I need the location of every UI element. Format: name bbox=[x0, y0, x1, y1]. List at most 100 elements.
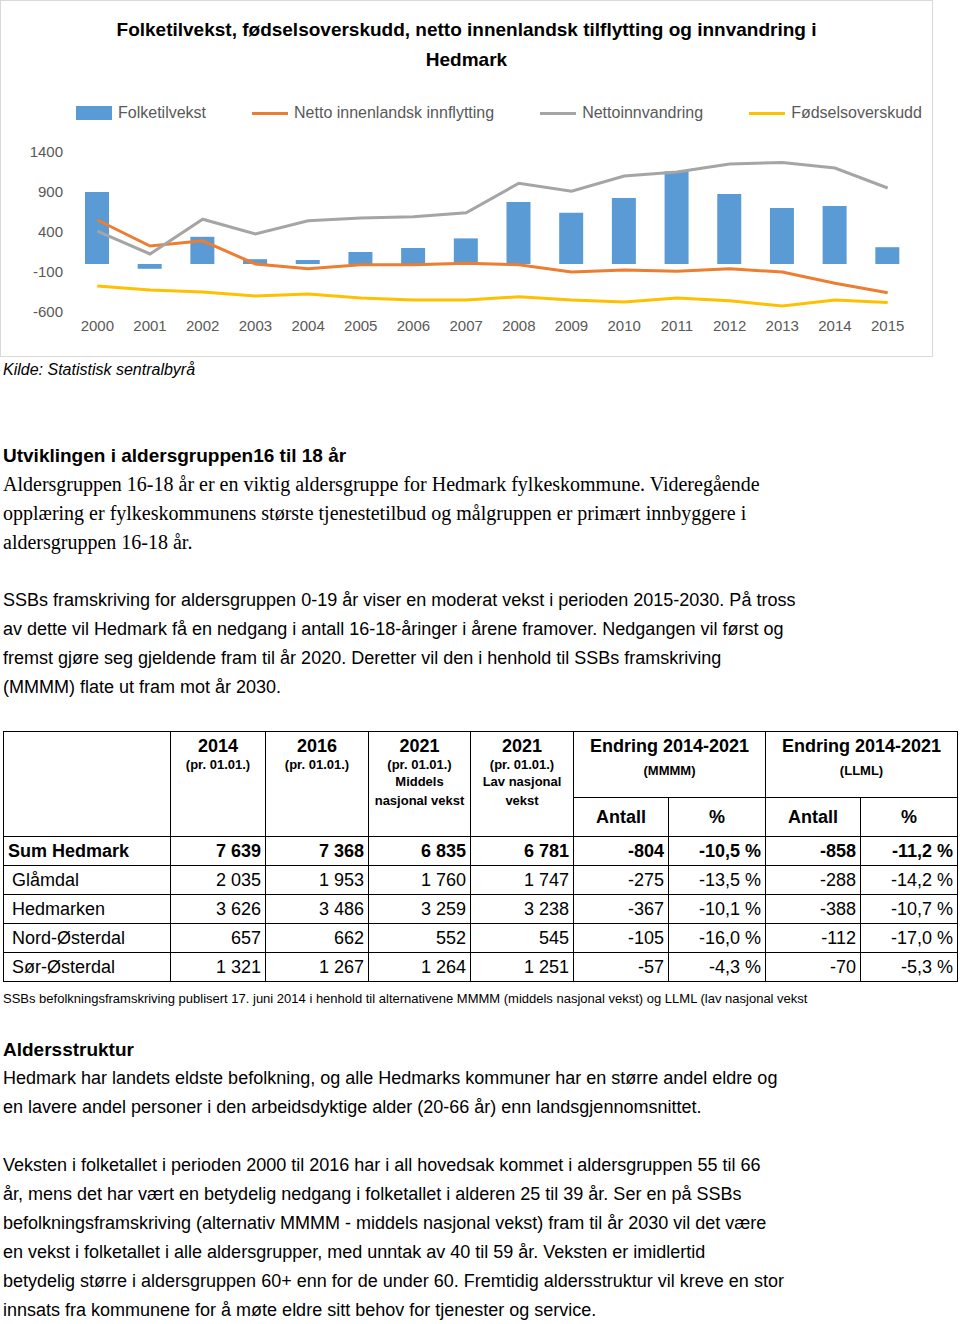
html-text:-112: -112 bbox=[821, 927, 856, 948]
html-text:3 486: 3 486 bbox=[319, 898, 364, 919]
html-text:1 760: 1 760 bbox=[421, 869, 466, 890]
html-text:Aldersgruppen 16-18 år er en v: Aldersgruppen 16-18 år er en viktig alde… bbox=[3, 473, 760, 495]
html-text:-275: -275 bbox=[628, 869, 664, 890]
svg-text:2005: 2005 bbox=[344, 317, 377, 334]
html-text:aldersgruppen 16-18 år.: aldersgruppen 16-18 år. bbox=[3, 531, 193, 553]
html-text:en lavere andel personer i den: en lavere andel personer i den arbeidsdy… bbox=[3, 1097, 702, 1117]
html-text:Folketilvekst, fødselsoverskud: Folketilvekst, fødselsoverskudd, netto i… bbox=[116, 19, 817, 70]
svg-text:2007: 2007 bbox=[449, 317, 482, 334]
html-text:Middels nasjonal vekst: Middels nasjonal vekst bbox=[374, 774, 465, 808]
html-text:år, mens det har vært en betyd: år, mens det har vært en betydelig nedga… bbox=[3, 1184, 742, 1204]
html-text:-10,1 %: -10,1 % bbox=[699, 898, 761, 919]
html-text:befolkningsframskriving (alter: befolkningsframskriving (alternativ MMMM… bbox=[3, 1213, 767, 1233]
svg-text:2014: 2014 bbox=[818, 317, 851, 334]
html-text:-10,5 %: -10,5 % bbox=[699, 840, 761, 861]
svg-text:2000: 2000 bbox=[81, 317, 114, 334]
html-text:-858: -858 bbox=[820, 840, 856, 861]
html-text:-14,2 %: -14,2 % bbox=[891, 869, 953, 890]
html-text:Antall: Antall bbox=[788, 806, 838, 827]
html-text:-288: -288 bbox=[820, 869, 856, 890]
svg-text:2002: 2002 bbox=[186, 317, 219, 334]
html-text:2021: 2021 bbox=[502, 736, 542, 756]
html-text:545: 545 bbox=[539, 927, 569, 948]
html-text:3 259: 3 259 bbox=[421, 898, 466, 919]
svg-text:2009: 2009 bbox=[555, 317, 588, 334]
svg-text:2006: 2006 bbox=[397, 317, 430, 334]
html-text:1 747: 1 747 bbox=[524, 869, 569, 890]
svg-text:400: 400 bbox=[38, 223, 63, 240]
html-text:-13,5 %: -13,5 % bbox=[699, 869, 761, 890]
svg-text:2011: 2011 bbox=[661, 317, 693, 334]
html-text:betydelig større i aldersgrupp: betydelig større i aldersgruppen 60+ enn… bbox=[3, 1271, 784, 1291]
html-text:2 035: 2 035 bbox=[216, 869, 261, 890]
html-text:Aldersstruktur: Aldersstruktur bbox=[3, 1039, 134, 1060]
html-text:Veksten i folketallet i period: Veksten i folketallet i perioden 2000 ti… bbox=[3, 1155, 761, 1175]
html-text:-4,3 %: -4,3 % bbox=[709, 956, 761, 977]
html-text:Kilde: Statistisk sentralbyrå: Kilde: Statistisk sentralbyrå bbox=[3, 361, 196, 378]
svg-text:2013: 2013 bbox=[766, 317, 799, 334]
svg-text:2012: 2012 bbox=[713, 317, 746, 334]
html-text:7 368: 7 368 bbox=[319, 840, 364, 861]
html-text:6 835: 6 835 bbox=[421, 840, 466, 861]
svg-text:1400: 1400 bbox=[30, 143, 63, 160]
html-text:-11,2 %: -11,2 % bbox=[892, 840, 953, 861]
html-text:-10,7 %: -10,7 % bbox=[891, 898, 953, 919]
html-text:Fødselsoverskudd: Fødselsoverskudd bbox=[791, 104, 922, 121]
html-text:-804: -804 bbox=[628, 840, 664, 861]
html-text:SSBs framskriving for aldersgr: SSBs framskriving for aldersgruppen 0-19… bbox=[3, 590, 796, 610]
html-text:1 251: 1 251 bbox=[524, 956, 569, 977]
html-text:3 626: 3 626 bbox=[216, 898, 261, 919]
html-text:657: 657 bbox=[231, 927, 261, 948]
html-text:1 267: 1 267 bbox=[319, 956, 364, 977]
svg-text:2015: 2015 bbox=[871, 317, 904, 334]
html-text:1 264: 1 264 bbox=[421, 956, 466, 977]
svg-text:2004: 2004 bbox=[291, 317, 324, 334]
svg-text:2001: 2001 bbox=[133, 317, 166, 334]
html-text:Endring 2014-2021: Endring 2014-2021 bbox=[590, 736, 749, 756]
html-text:Sør-Østerdal: Sør-Østerdal bbox=[12, 956, 115, 977]
html-text:Hedmark har landets eldste bef: Hedmark har landets eldste befolkning, o… bbox=[3, 1068, 778, 1088]
html-text:(pr. 01.01.): (pr. 01.01.) bbox=[185, 757, 251, 772]
html-text:(MMMM) flate ut fram mot år 20: (MMMM) flate ut fram mot år 2030. bbox=[3, 677, 282, 697]
html-text:Lav nasjonal vekst: Lav nasjonal vekst bbox=[482, 774, 562, 808]
html-text:Hedmarken: Hedmarken bbox=[12, 898, 105, 919]
html-text:Netto innenlandsk innflytting: Netto innenlandsk innflytting bbox=[294, 104, 495, 121]
html-text:fremst gjøre seg gjeldende fra: fremst gjøre seg gjeldende fram til år 2… bbox=[3, 648, 722, 668]
html-text:-105: -105 bbox=[628, 927, 664, 948]
html-text:6 781: 6 781 bbox=[524, 840, 569, 861]
html-text:2014: 2014 bbox=[198, 736, 238, 756]
html-text:-17,0 %: -17,0 % bbox=[891, 927, 953, 948]
html-text:-367: -367 bbox=[628, 898, 664, 919]
html-text:Sum Hedmark: Sum Hedmark bbox=[8, 840, 129, 861]
html-text:-5,3 %: -5,3 % bbox=[901, 956, 953, 977]
html-text:Utviklingen i aldersgruppen16: Utviklingen i aldersgruppen16 til 18 år bbox=[3, 445, 347, 466]
html-text:1 953: 1 953 bbox=[319, 869, 364, 890]
html-text:Glåmdal: Glåmdal bbox=[12, 869, 79, 890]
svg-text:2010: 2010 bbox=[608, 317, 641, 334]
html-text:662: 662 bbox=[334, 927, 364, 948]
html-text:en vekst i folketallet i alle: en vekst i folketallet i alle aldersgrup… bbox=[3, 1242, 706, 1262]
html-text:innsats fra kommunene for å mø: innsats fra kommunene for å møte eldre s… bbox=[3, 1300, 597, 1320]
html-text:Nord-Østerdal: Nord-Østerdal bbox=[12, 927, 125, 948]
svg-text:2003: 2003 bbox=[239, 317, 272, 334]
svg-text:2008: 2008 bbox=[502, 317, 535, 334]
html-text:-16,0 %: -16,0 % bbox=[699, 927, 761, 948]
html-text:1 321: 1 321 bbox=[216, 956, 261, 977]
html-text:2016: 2016 bbox=[297, 736, 337, 756]
html-text:opplæring er fylkeskommunens s: opplæring er fylkeskommunens største tje… bbox=[3, 502, 747, 524]
html-text:Folketilvekst: Folketilvekst bbox=[118, 104, 206, 121]
svg-text:900: 900 bbox=[38, 183, 63, 200]
html-text:Nettoinnvandring: Nettoinnvandring bbox=[582, 104, 704, 121]
html-text:3 238: 3 238 bbox=[524, 898, 569, 919]
svg-text:-600: -600 bbox=[33, 303, 63, 320]
html-text:552: 552 bbox=[436, 927, 466, 948]
html-text:-57: -57 bbox=[638, 956, 664, 977]
svg-text:-100: -100 bbox=[33, 263, 63, 280]
html-text:Antall: Antall bbox=[596, 806, 646, 827]
html-text:-70: -70 bbox=[830, 956, 856, 977]
html-text:2021: 2021 bbox=[399, 736, 440, 756]
html-text:Endring 2014-2021: Endring 2014-2021 bbox=[782, 736, 942, 756]
html-text:7 639: 7 639 bbox=[216, 840, 261, 861]
html-text:av dette vil Hedmark få en ned: av dette vil Hedmark få en nedgang i ant… bbox=[3, 619, 784, 639]
html-text:-388: -388 bbox=[820, 898, 856, 919]
